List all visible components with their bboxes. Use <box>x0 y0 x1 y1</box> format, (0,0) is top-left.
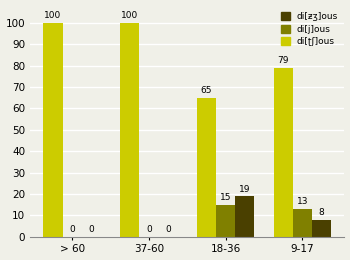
Bar <box>120 23 139 237</box>
Text: 0: 0 <box>69 225 75 234</box>
Bar <box>216 205 235 237</box>
Text: 19: 19 <box>239 185 251 193</box>
Text: 100: 100 <box>121 11 138 20</box>
Legend: di[ƶʒ]ous, di[j]ous, di[ʈʃ]ous: di[ƶʒ]ous, di[j]ous, di[ʈʃ]ous <box>279 10 340 48</box>
Text: 0: 0 <box>89 225 94 234</box>
Text: 0: 0 <box>146 225 152 234</box>
Text: 0: 0 <box>165 225 171 234</box>
Bar <box>293 209 312 237</box>
Text: 15: 15 <box>220 193 231 202</box>
Bar <box>43 23 63 237</box>
Bar <box>197 98 216 237</box>
Text: 79: 79 <box>277 56 289 65</box>
Bar <box>312 220 331 237</box>
Text: 65: 65 <box>201 86 212 95</box>
Text: 13: 13 <box>296 197 308 206</box>
Text: 8: 8 <box>318 208 324 217</box>
Bar <box>273 68 293 237</box>
Text: 100: 100 <box>44 11 62 20</box>
Bar <box>235 196 254 237</box>
